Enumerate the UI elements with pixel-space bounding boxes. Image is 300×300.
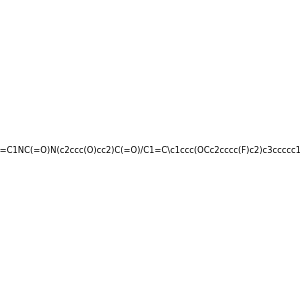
Text: O=C1NC(=O)N(c2ccc(O)cc2)C(=O)/C1=C\c1ccc(OCc2cccc(F)c2)c3ccccc13: O=C1NC(=O)N(c2ccc(O)cc2)C(=O)/C1=C\c1ccc… bbox=[0, 146, 300, 154]
